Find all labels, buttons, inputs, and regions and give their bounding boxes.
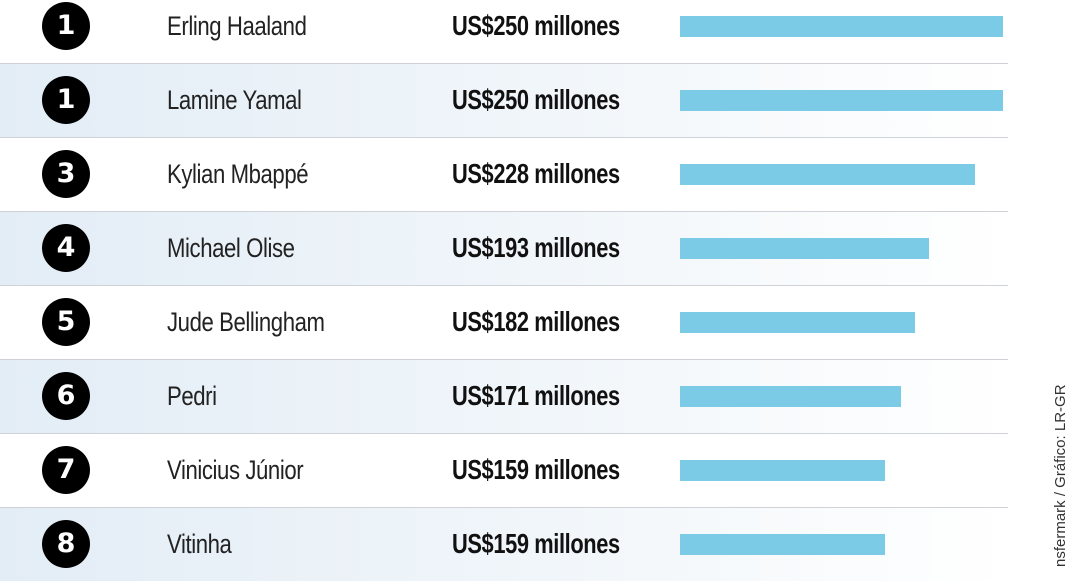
- value-bar: [680, 164, 975, 185]
- chart-row: 6 Pedri US$171 millones: [0, 359, 1008, 433]
- chart-row: 5 Jude Bellingham US$182 millones: [0, 285, 1008, 359]
- row-divider: [0, 137, 1008, 138]
- row-divider: [0, 507, 1008, 508]
- rank-badge: 6: [42, 372, 90, 420]
- value-label: US$159 millones: [452, 454, 620, 485]
- rank-badge: 1: [42, 76, 90, 124]
- row-divider: [0, 63, 1008, 64]
- value-bar: [680, 90, 1003, 111]
- player-name-label: Vinicius Júnior: [167, 455, 304, 485]
- value-bar: [680, 386, 901, 407]
- value-label: US$250 millones: [452, 84, 620, 115]
- player-name-label: Jude Bellingham: [167, 307, 325, 337]
- value-bar: [680, 238, 929, 259]
- value-bar: [680, 460, 885, 481]
- player-name-label: Vitinha: [167, 529, 232, 559]
- value-label: US$171 millones: [452, 380, 620, 411]
- rank-badge: 1: [42, 2, 90, 50]
- player-name-label: Michael Olise: [167, 233, 295, 263]
- rank-badge: 5: [42, 298, 90, 346]
- rank-badge: 7: [42, 446, 90, 494]
- value-label: US$159 millones: [452, 528, 620, 559]
- rank-badge: 3: [42, 150, 90, 198]
- chart-row: 4 Michael Olise US$193 millones: [0, 211, 1008, 285]
- player-value-bar-chart: 1 Erling Haaland US$250 millones 1 Lamine Ya…: [0, 0, 1008, 581]
- chart-row: 1 Lamine Yamal US$250 millones: [0, 63, 1008, 137]
- value-label: US$193 millones: [452, 232, 620, 263]
- chart-row: 8 Vitinha US$159 millones: [0, 507, 1008, 581]
- value-label: US$228 millones: [452, 158, 620, 189]
- row-divider: [0, 211, 1008, 212]
- row-divider: [0, 433, 1008, 434]
- chart-row: 1 Erling Haaland US$250 millones: [0, 0, 1008, 63]
- chart-row: 3 Kylian Mbappé US$228 millones: [0, 137, 1008, 211]
- rank-badge: 8: [42, 520, 90, 568]
- row-divider: [0, 359, 1008, 360]
- chart-row: 7 Vinicius Júnior US$159 millones: [0, 433, 1008, 507]
- value-label: US$182 millones: [452, 306, 620, 337]
- value-bar: [680, 16, 1003, 37]
- value-bar: [680, 534, 885, 555]
- player-name-label: Lamine Yamal: [167, 85, 302, 115]
- rank-badge: 4: [42, 224, 90, 272]
- player-name-label: Kylian Mbappé: [167, 159, 309, 189]
- row-divider: [0, 285, 1008, 286]
- value-label: US$250 millones: [452, 10, 620, 41]
- player-name-label: Erling Haaland: [167, 11, 307, 41]
- value-bar: [680, 312, 915, 333]
- player-name-label: Pedri: [167, 381, 217, 411]
- source-note: nsfermark / Gráfico: LR-GR: [1052, 384, 1069, 567]
